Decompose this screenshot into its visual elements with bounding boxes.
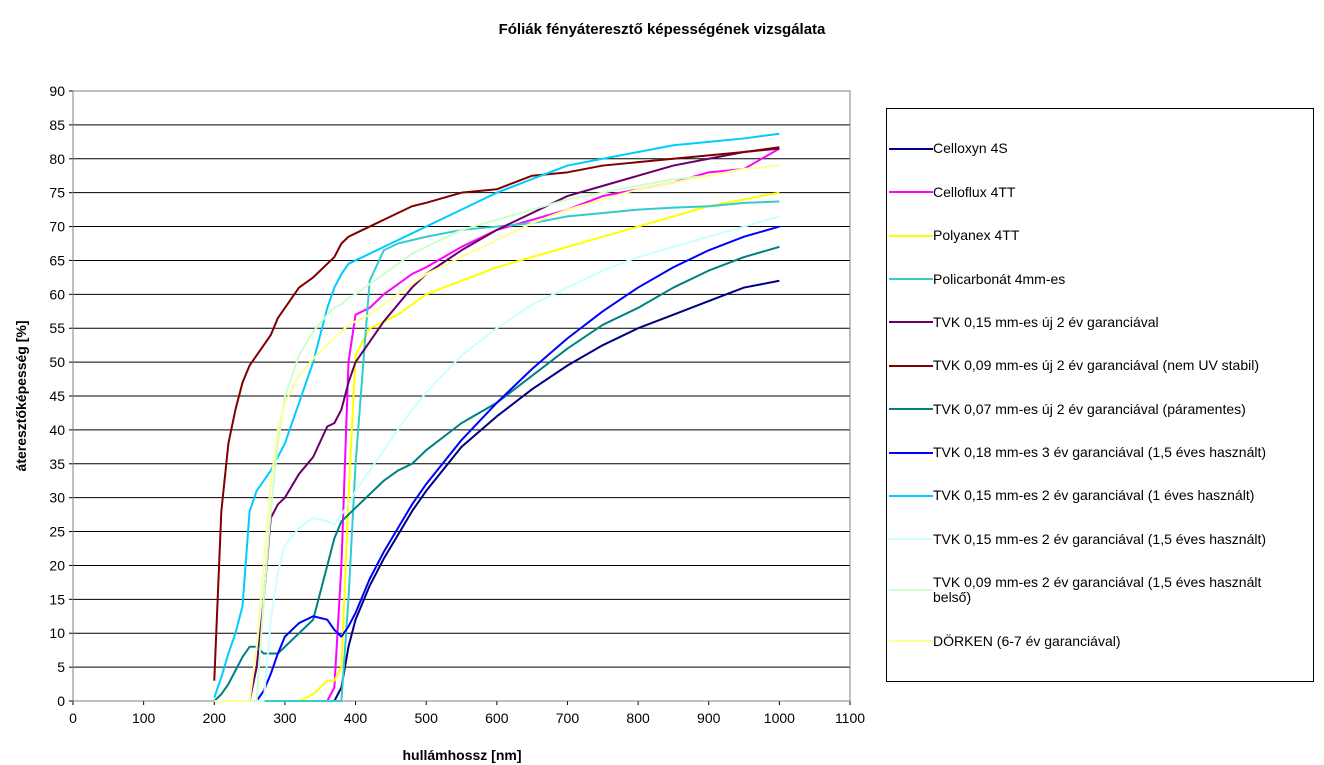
legend-entry: Celloxyn 4S: [887, 141, 1313, 156]
legend-label: TVK 0,18 mm-es 3 év garanciával (1,5 éve…: [933, 444, 1267, 460]
series-line: [214, 279, 780, 702]
legend-entry: TVK 0,09 mm-es új 2 év garanciával (nem …: [887, 358, 1313, 373]
x-tick-label: 1100: [835, 710, 865, 726]
y-tick-label: 60: [49, 286, 65, 302]
x-tick-label: 200: [203, 710, 227, 726]
legend-label: DÖRKEN (6-7 év garanciával): [933, 632, 1121, 649]
series-line: [213, 245, 780, 702]
legend-swatch: [889, 147, 933, 150]
legend-label: Celloxyn 4S: [933, 140, 1008, 157]
legend-entry: TVK 0,15 mm-es új 2 év garanciával: [887, 313, 1313, 330]
legend-entry: TVK 0,07 mm-es új 2 év garanciával (pára…: [887, 400, 1313, 417]
series-line: [214, 191, 780, 702]
legend-swatch: [889, 278, 933, 280]
legend-entry: TVK 0,18 mm-es 3 év garanciával (1,5 éve…: [887, 445, 1313, 460]
x-tick-label: 900: [697, 710, 721, 726]
legend: Celloxyn 4S Celloflux 4TT Polyanex 4TT Poli…: [886, 108, 1314, 682]
x-tick-label: 800: [626, 710, 650, 726]
legend-swatch: [889, 234, 933, 237]
y-tick-label: 50: [49, 354, 65, 370]
series-line: [214, 147, 780, 702]
series-line: [214, 164, 780, 702]
legend-swatch: [889, 451, 933, 454]
y-tick-label: 30: [49, 490, 65, 506]
y-tick-label: 15: [49, 591, 65, 607]
y-tick-label: 25: [49, 524, 65, 540]
x-tick-label: 100: [132, 710, 156, 726]
legend-entry: TVK 0,15 mm-es 2 év garanciával (1 éves …: [887, 488, 1313, 503]
legend-label: TVK 0,15 mm-es 2 év garanciával (1 éves …: [933, 487, 1255, 504]
legend-label: TVK 0,09 mm-es 2 év garanciával (1,5 éve…: [933, 574, 1262, 606]
plot-border: [72, 90, 851, 702]
series-line: [213, 146, 780, 681]
legend-swatch: [889, 191, 933, 194]
legend-label: Policarbonát 4mm-es: [933, 270, 1066, 287]
x-tick-label: 400: [344, 710, 368, 726]
legend-swatch: [889, 321, 933, 324]
x-tick-label: 300: [273, 710, 297, 726]
y-tick-label: 20: [49, 557, 65, 573]
legend-entry: Polyanex 4TT: [887, 228, 1313, 243]
y-tick-label: 5: [57, 659, 65, 675]
chart: Fóliák fényáteresztő képességének vizsgá…: [13, 21, 865, 763]
x-tick-label: 600: [485, 710, 509, 726]
x-tick-label: 1000: [764, 710, 795, 726]
y-tick-label: 45: [49, 388, 65, 404]
y-axis-label: áteresztőképesség [%]: [13, 321, 29, 472]
x-tick-label: 700: [556, 710, 580, 726]
x-axis-label: hullámhossz [nm]: [402, 747, 521, 763]
y-tick-label: 70: [49, 219, 65, 235]
legend-swatch: [889, 364, 933, 367]
legend-swatch: [889, 589, 933, 592]
legend-entry: TVK 0,09 mm-es 2 év garanciával (1,5 éve…: [887, 575, 1313, 605]
y-tick-label: 65: [49, 252, 65, 268]
legend-label: Polyanex 4TT: [933, 227, 1020, 244]
legend-swatch: [889, 494, 933, 497]
y-tick-label: 80: [49, 151, 65, 167]
y-tick-label: 10: [49, 625, 65, 641]
x-tick-label: 0: [69, 710, 77, 726]
series-line: [213, 132, 780, 698]
chart-title: Fóliák fényáteresztő képességének vizsgá…: [499, 21, 826, 38]
y-tick-label: 40: [49, 422, 65, 438]
legend-entry: DÖRKEN (6-7 év garanciával): [887, 632, 1313, 649]
legend-label: TVK 0,07 mm-es új 2 év garanciával (pára…: [933, 400, 1246, 417]
legend-label: Celloflux 4TT: [933, 183, 1016, 200]
y-tick-label: 35: [49, 456, 65, 472]
legend-swatch: [889, 640, 933, 642]
legend-swatch: [889, 538, 933, 541]
legend-entry: Policarbonát 4mm-es: [887, 270, 1313, 287]
y-tick-label: 55: [49, 320, 65, 336]
legend-label: TVK 0,15 mm-es új 2 év garanciával: [933, 313, 1159, 330]
series-line: [214, 147, 780, 702]
series-line: [214, 164, 780, 702]
legend-label: TVK 0,15 mm-es 2 év garanciával (1,5 éve…: [933, 530, 1267, 547]
x-tick-label: 500: [415, 710, 439, 726]
y-tick-label: 85: [49, 117, 65, 133]
legend-swatch: [889, 408, 933, 411]
y-tick-label: 75: [49, 185, 65, 201]
legend-entry: Celloflux 4TT: [887, 183, 1313, 200]
y-tick-label: 0: [57, 693, 65, 709]
y-tick-label: 90: [49, 83, 65, 99]
legend-label: TVK 0,09 mm-es új 2 év garanciával (nem …: [933, 357, 1260, 374]
legend-entry: TVK 0,15 mm-es 2 év garanciával (1,5 éve…: [887, 530, 1313, 547]
